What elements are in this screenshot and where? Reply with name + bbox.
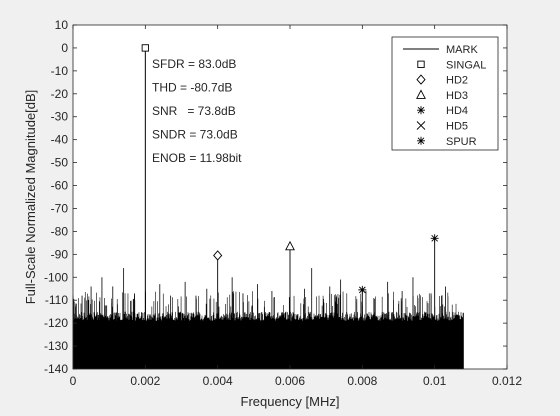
legend-singal-icon	[417, 60, 425, 68]
legend-hd2-icon	[416, 74, 426, 85]
legend-hd5-icon	[416, 121, 426, 130]
legend-label-hd2: HD2	[446, 75, 468, 87]
x-tick-label: 0.006	[275, 374, 305, 388]
y-tick-label: -10	[51, 64, 69, 78]
x-tick-label: 0.002	[130, 374, 160, 388]
y-tick-label: -110	[45, 293, 68, 307]
tick-layer: 0 0.002 0.004 0.006 0.008 0.01 0.012 10 0 -10 -20 -…	[44, 18, 522, 388]
legend-hd4-icon	[417, 106, 425, 115]
y-tick-label: -40	[51, 133, 69, 147]
marker-hd2-icon	[213, 250, 223, 261]
legend-label-spur: SPUR	[446, 136, 477, 148]
y-tick-label: -70	[51, 201, 69, 215]
legend-label-hd5: HD5	[446, 121, 468, 133]
annotation-1: THD = -80.7dB	[152, 81, 232, 95]
legend-spur-icon	[417, 136, 425, 145]
y-tick-label: -30	[51, 110, 69, 124]
annotation-2: SNR = 73.8dB	[152, 104, 236, 118]
marker-hd3-icon	[285, 240, 295, 251]
y-tick-label: -100	[44, 270, 68, 284]
annotation-3: SNDR = 73.0dB	[152, 128, 238, 142]
legend-box	[391, 36, 499, 151]
x-tick-label: 0.008	[347, 374, 377, 388]
x-tick-label: 0.012	[492, 374, 522, 388]
marker-hd4-icon	[358, 285, 367, 294]
marker-singal-icon	[141, 44, 149, 52]
y-tick-label: -120	[44, 316, 68, 330]
x-axis-label: Frequency [MHz]	[241, 394, 340, 409]
y-tick-label: -140	[44, 362, 68, 376]
legend-hd3-icon	[416, 89, 426, 99]
y-tick-label: -60	[51, 179, 69, 193]
legend-label-hd3: HD3	[446, 90, 468, 102]
legend-label-singal: SINGAL	[446, 59, 486, 71]
x-tick-label: 0.01	[423, 374, 447, 388]
y-tick-label: 10	[55, 18, 69, 32]
marker-layer	[141, 44, 439, 294]
y-tick-label: -20	[51, 87, 69, 101]
y-tick-label: -80	[51, 224, 69, 238]
y-tick-label: -130	[44, 339, 68, 353]
legend-label-mark: MARK	[446, 44, 478, 56]
x-tick-label: 0.004	[203, 374, 233, 388]
y-tick-label: -50	[51, 156, 69, 170]
legend: MARK SINGAL HD2 HD3 HD4 HD5 SPUR	[391, 36, 499, 151]
x-tick-label: 0	[70, 374, 77, 388]
annotation-4: ENOB = 11.98bit	[152, 151, 242, 165]
annotation-block: SFDR = 83.0dB THD = -80.7dB SNR = 73.8dB SN…	[152, 57, 242, 165]
marker-spur-icon	[430, 234, 439, 243]
y-tick-label: 0	[61, 41, 68, 55]
spectrum-trace	[72, 47, 464, 369]
y-axis-label: Full-Scale Normalized Magnitude[dB]	[23, 90, 38, 305]
legend-label-hd4: HD4	[446, 105, 468, 117]
annotation-0: SFDR = 83.0dB	[152, 57, 236, 71]
y-tick-label: -90	[51, 247, 69, 261]
